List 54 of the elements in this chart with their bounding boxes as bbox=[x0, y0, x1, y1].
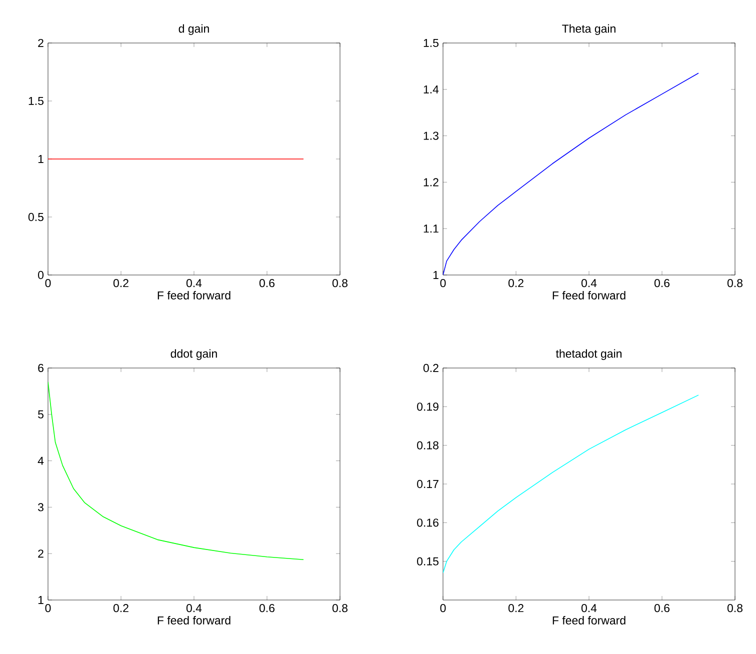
y-tick-label: 1 bbox=[38, 155, 44, 163]
y-tick-label: 0.16 bbox=[417, 518, 438, 527]
x-tick-label: 0.6 bbox=[654, 279, 670, 288]
x-tick-label: 0.6 bbox=[259, 604, 274, 612]
y-tick-label: 0.5 bbox=[28, 212, 44, 222]
y-tick-label: 1.4 bbox=[424, 85, 439, 94]
x-tick-label: 0.2 bbox=[113, 604, 128, 612]
y-tick-label: 1.2 bbox=[424, 178, 438, 186]
x-tick-label: 0 bbox=[45, 604, 51, 612]
y-tick-label: 1.1 bbox=[424, 224, 438, 233]
y-tick-label: 2 bbox=[38, 550, 44, 558]
y-tick-label: 2 bbox=[38, 38, 44, 48]
x-axis-title: F feed forward bbox=[158, 616, 230, 624]
line-series bbox=[443, 394, 699, 574]
x-tick-label: 0 bbox=[440, 279, 446, 288]
y-tick-label: 0.19 bbox=[417, 402, 438, 411]
y-tick-label: 5 bbox=[38, 410, 44, 418]
chart-title: ddot gain bbox=[170, 349, 217, 360]
x-tick-label: 0 bbox=[45, 279, 51, 288]
x-tick-label: 0.8 bbox=[332, 279, 348, 288]
x-tick-label: 0.2 bbox=[113, 279, 128, 288]
y-tick-label: 4 bbox=[38, 456, 44, 465]
y-tick-label: 1.5 bbox=[28, 96, 44, 106]
line-series bbox=[48, 382, 304, 560]
y-tick-label: 1.5 bbox=[424, 38, 438, 48]
y-tick-label: 0.17 bbox=[417, 480, 438, 488]
chart-title: d gain bbox=[178, 24, 209, 35]
y-tick-label: 0.15 bbox=[417, 557, 438, 566]
line-series bbox=[443, 72, 699, 275]
x-tick-label: 0.8 bbox=[727, 279, 742, 288]
y-tick-label: 1 bbox=[433, 271, 438, 279]
x-tick-label: 0.4 bbox=[186, 279, 202, 288]
chart-title: thetadot gain bbox=[556, 349, 622, 360]
y-tick-label: 1.3 bbox=[424, 132, 438, 140]
x-tick-label: 0.2 bbox=[508, 279, 524, 288]
y-tick-label: 0.2 bbox=[423, 364, 438, 372]
chart-title: Theta gain bbox=[562, 24, 616, 35]
x-axis-title: F feed forward bbox=[552, 291, 626, 300]
x-tick-label: 0.6 bbox=[259, 279, 274, 288]
x-tick-label: 0.8 bbox=[332, 604, 348, 612]
y-tick-label: 1 bbox=[38, 596, 44, 604]
y-tick-label: 3 bbox=[38, 503, 44, 512]
x-axis-title: F feed forward bbox=[158, 291, 230, 300]
y-tick-label: 0.18 bbox=[417, 441, 438, 450]
y-tick-label: 0 bbox=[38, 270, 44, 280]
x-axis-title: F feed forward bbox=[552, 616, 626, 624]
x-tick-label: 0.4 bbox=[581, 604, 597, 612]
x-tick-label: 0.6 bbox=[654, 604, 670, 612]
x-tick-label: 0.4 bbox=[581, 279, 597, 288]
x-tick-label: 0.2 bbox=[508, 604, 524, 612]
x-tick-label: 0.8 bbox=[727, 604, 742, 612]
x-tick-label: 0 bbox=[440, 604, 446, 612]
y-tick-label: 6 bbox=[38, 364, 44, 372]
x-tick-label: 0.4 bbox=[186, 604, 202, 612]
